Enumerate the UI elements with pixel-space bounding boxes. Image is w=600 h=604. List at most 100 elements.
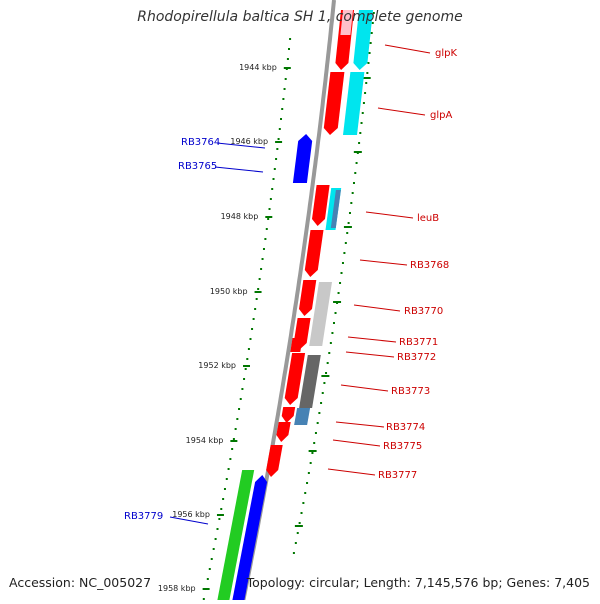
track-dot — [341, 262, 344, 264]
track-dot — [269, 198, 272, 200]
kbp-tick-label: 1954 kbp — [186, 436, 224, 445]
track-dot — [234, 428, 237, 430]
track-dot — [202, 598, 205, 600]
track-dot — [370, 32, 373, 34]
track-dot — [352, 182, 355, 184]
track-dot — [346, 232, 349, 234]
track-dot — [321, 392, 324, 394]
track-dot — [300, 512, 303, 514]
track-dot — [227, 468, 230, 470]
track-dot — [329, 342, 332, 344]
track-dot — [368, 52, 371, 54]
map-title: Rhodopirellula baltica SH 1, complete ge… — [137, 9, 463, 25]
track-dot — [367, 62, 370, 64]
track-dot — [372, 12, 375, 14]
track-dot — [262, 248, 265, 250]
track-dot — [216, 528, 219, 530]
gene-arrow-red — [266, 445, 283, 477]
track-dot — [212, 548, 215, 550]
gene-label: RB3773 — [391, 386, 430, 397]
track-dot — [244, 368, 247, 370]
gene-label: glpK — [435, 48, 457, 59]
track-dot — [306, 482, 309, 484]
track-dot — [284, 78, 287, 80]
track-dot — [268, 208, 271, 210]
gene-label: leuB — [417, 213, 439, 224]
track-dot — [361, 112, 364, 114]
gene-arrow-red — [276, 422, 291, 442]
track-dot — [298, 522, 301, 524]
gene-features — [217, 10, 373, 600]
track-dot — [314, 432, 317, 434]
track-dot — [223, 488, 226, 490]
track-dot — [351, 192, 354, 194]
track-dot — [222, 498, 225, 500]
track-dot — [271, 188, 274, 190]
gene-label: RB3775 — [383, 441, 422, 452]
track-dot — [289, 38, 292, 40]
gene-leader-line — [365, 211, 414, 219]
gene-arrow-grey — [309, 282, 332, 346]
track-dot — [358, 142, 361, 144]
gene-arrow-red — [304, 230, 324, 277]
gene-leader-line — [335, 421, 385, 428]
track-dot — [316, 422, 319, 424]
track-dot — [265, 228, 268, 230]
left-gene-labels: RB3764 RB3765 RB3779 — [124, 137, 266, 525]
track-dot — [273, 168, 276, 170]
gene-leader-line — [359, 259, 408, 266]
gene-label: RB3771 — [399, 337, 438, 348]
track-dot — [307, 472, 310, 474]
track-dot — [347, 222, 350, 224]
genome-summary-text: Topology: circular; Length: 7,145,576 bp… — [246, 575, 590, 590]
track-dot — [318, 412, 321, 414]
track-dot — [232, 438, 235, 440]
track-dot — [340, 272, 343, 274]
gene-arrow-red — [312, 185, 330, 226]
gene-arrow-red — [281, 407, 296, 423]
track-dot — [286, 58, 289, 60]
track-dot — [255, 298, 258, 300]
track-dot — [359, 132, 362, 134]
gene-label: RB3777 — [378, 470, 417, 481]
accession-text: Accession: NC_005027 — [9, 575, 152, 590]
track-dot — [243, 378, 246, 380]
track-dot — [261, 258, 264, 260]
gene-arrow-blue — [232, 475, 268, 600]
track-dot — [249, 338, 252, 340]
gene-leader-line — [332, 439, 381, 447]
track-dot — [283, 88, 286, 90]
track-dot — [337, 292, 340, 294]
track-dot — [229, 458, 232, 460]
track-dot — [276, 148, 279, 150]
gene-arrow-red — [290, 338, 303, 352]
track-dot — [218, 518, 221, 520]
track-dot — [214, 538, 217, 540]
gene-arrow-red — [284, 353, 306, 405]
kbp-tick-label: 1948 kbp — [221, 212, 259, 221]
right-dotted-track — [292, 12, 375, 554]
kbp-tick-label: 1946 kbp — [230, 137, 268, 146]
gene-arrow-steelblue — [294, 408, 311, 425]
track-dot — [355, 162, 358, 164]
gene-label: RB3765 — [178, 161, 217, 172]
gene-arrow-blue — [292, 134, 313, 183]
track-dot — [369, 42, 372, 44]
gene-arrow-red — [323, 72, 345, 135]
gene-leader-line — [347, 336, 397, 343]
track-dot — [350, 202, 353, 204]
gene-leader-line — [216, 142, 266, 149]
track-dot — [282, 98, 285, 100]
track-dot — [323, 382, 326, 384]
track-dot — [328, 352, 331, 354]
track-dot — [362, 102, 365, 104]
track-dot — [294, 542, 297, 544]
track-dot — [348, 212, 351, 214]
gene-label: RB3774 — [386, 422, 425, 433]
track-dot — [371, 22, 374, 24]
gene-arrow-steelblue — [330, 190, 341, 228]
track-dot — [366, 72, 369, 74]
gene-label: glpA — [430, 110, 452, 121]
track-dot — [320, 402, 323, 404]
